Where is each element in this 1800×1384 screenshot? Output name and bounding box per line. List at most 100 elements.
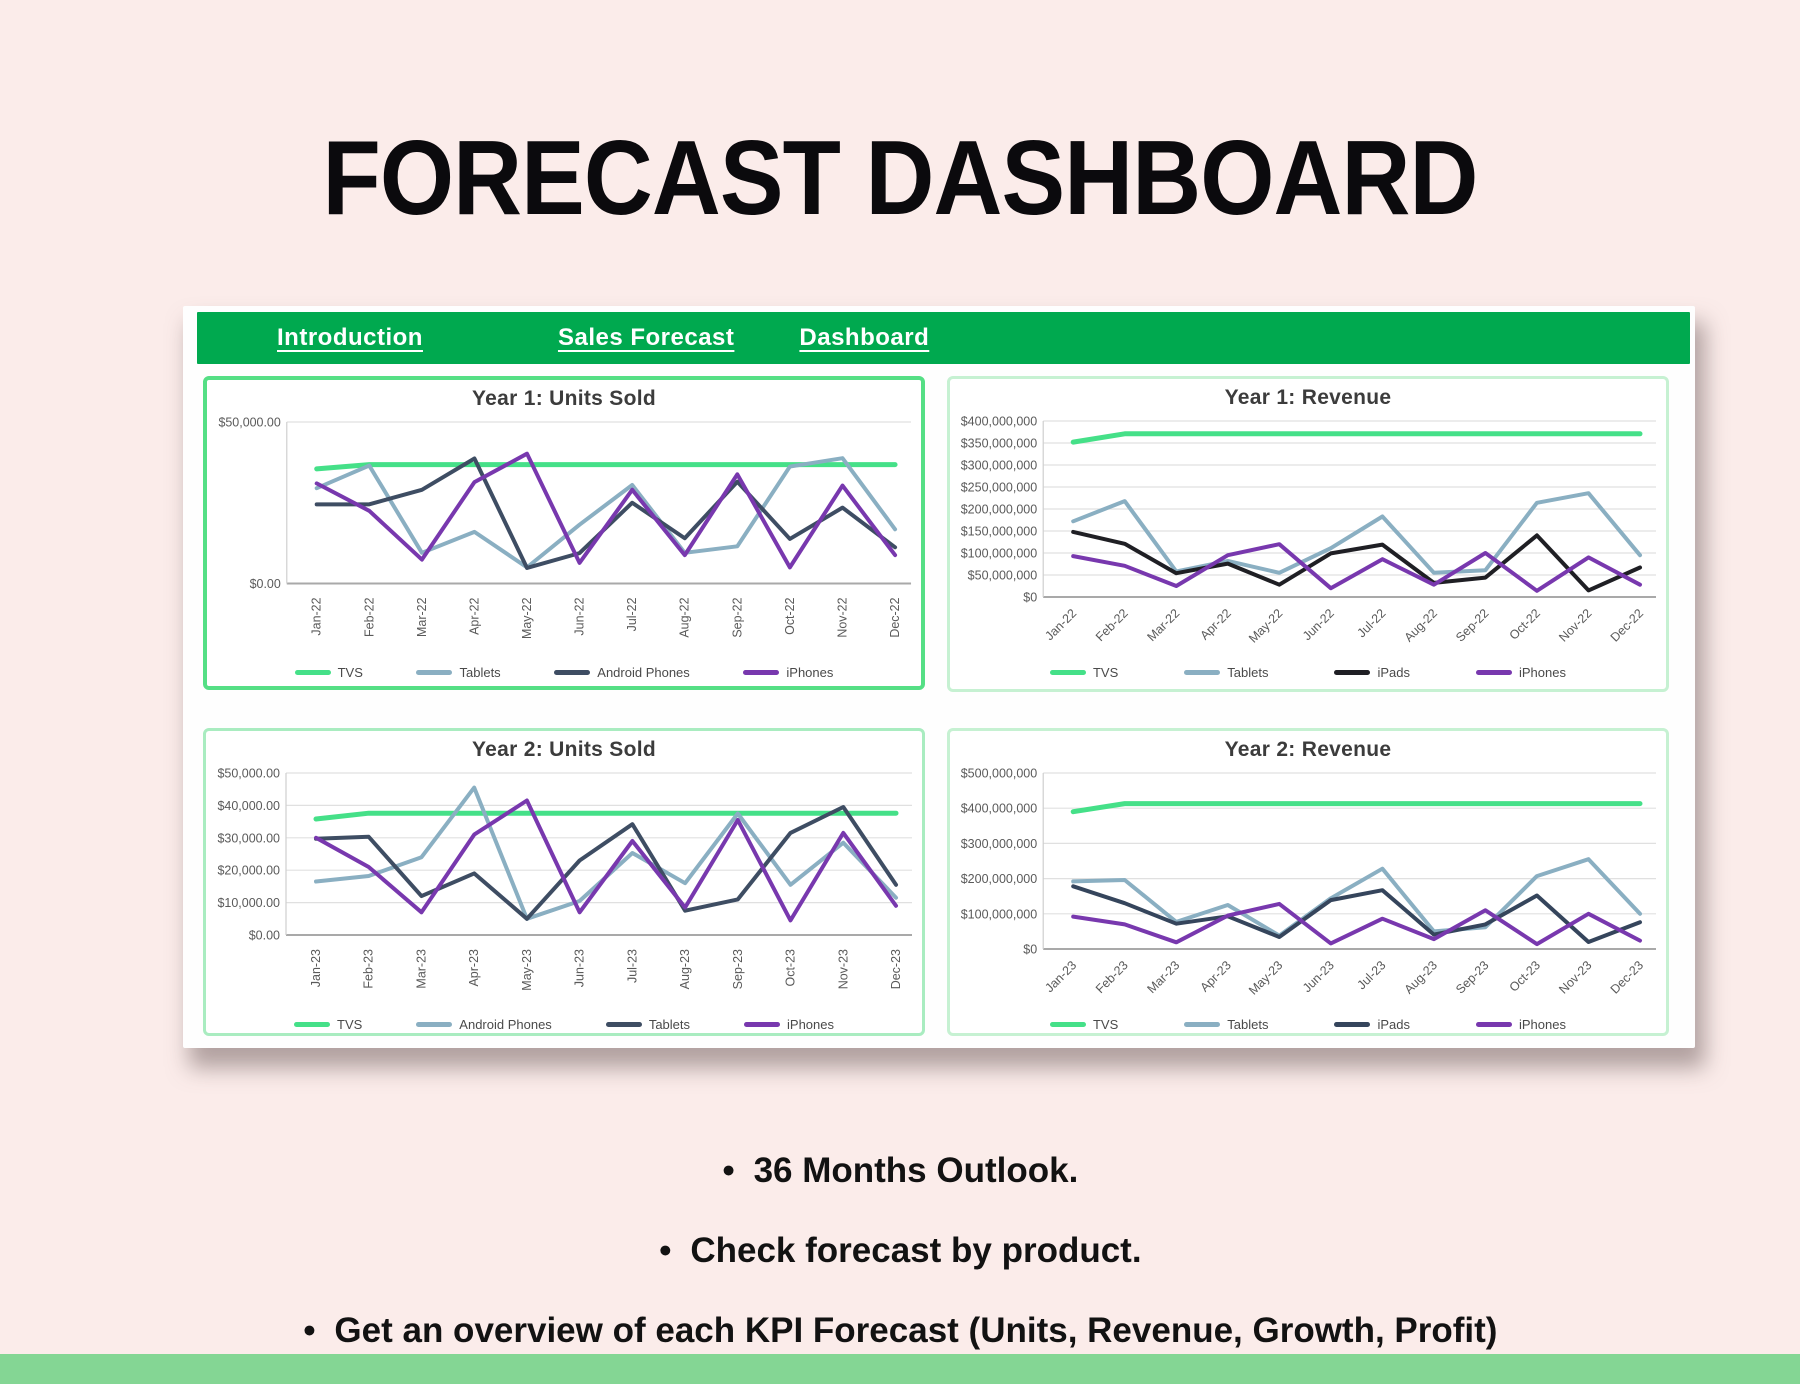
x-axis-labels: Jan-23 Feb-23 Mar-23 Apr-23 May-23 Jun-23 Jul-… — [309, 949, 903, 991]
legend-item-iphones: iPhones — [744, 1017, 834, 1032]
svg-text:Aug-23: Aug-23 — [678, 949, 692, 989]
legend-swatch — [1334, 669, 1371, 675]
svg-text:$400,000,000: $400,000,000 — [961, 802, 1038, 816]
svg-text:Aug-22: Aug-22 — [678, 597, 692, 637]
series-iphones — [314, 798, 898, 923]
svg-text:Feb-23: Feb-23 — [1093, 958, 1131, 996]
legend-item-tablets: Tablets — [605, 1017, 690, 1032]
legend-swatch — [1334, 1021, 1371, 1027]
legend-label: Tablets — [1227, 664, 1269, 680]
svg-text:May-23: May-23 — [520, 949, 534, 991]
svg-text:$400,000,000: $400,000,000 — [961, 415, 1038, 429]
svg-text:Oct-22: Oct-22 — [783, 597, 797, 634]
legend-swatch — [294, 1021, 330, 1027]
svg-text:$50,000.00: $50,000.00 — [218, 415, 280, 429]
legend-swatch — [1475, 669, 1512, 675]
svg-text:Jan-22: Jan-22 — [1042, 606, 1079, 643]
series-iphones — [1071, 901, 1642, 947]
svg-text:$0: $0 — [1023, 591, 1037, 605]
svg-text:Sep-22: Sep-22 — [730, 597, 744, 637]
svg-text:Jun-23: Jun-23 — [1300, 958, 1337, 995]
legend-item-tablets: Tablets — [1184, 665, 1268, 680]
line-plot: $50,000.00 $40,000.00 $30,000.00 $20,000.00… — [217, 767, 912, 991]
legend-label: iPads — [1377, 664, 1410, 680]
svg-text:Mar-23: Mar-23 — [414, 949, 428, 989]
svg-text:Mar-22: Mar-22 — [415, 597, 429, 637]
gridlines — [286, 421, 912, 585]
svg-text:$50,000.00: $50,000.00 — [217, 767, 280, 781]
x-axis-labels: Jan-23 Feb-23 Mar-23 Apr-23 May-23 Jun-23 Jul-… — [1042, 958, 1646, 997]
page-title: FORECAST DASHBOARD — [322, 119, 1478, 237]
line-plot: $500,000,000 $400,000,000 $300,000,000 $200… — [961, 767, 1656, 998]
legend-item-android-phones: Android Phones — [554, 665, 690, 680]
x-axis-labels: Jan-22 Feb-22 Mar-22 Apr-22 May-22 Jun-22 Jul-… — [310, 597, 902, 639]
legend-swatch — [743, 669, 780, 675]
svg-text:$0: $0 — [1023, 943, 1037, 957]
svg-text:Nov-22: Nov-22 — [835, 597, 849, 637]
legend-swatch — [1475, 1021, 1512, 1027]
legend-label: Android Phones — [459, 1016, 552, 1032]
svg-text:$350,000,000: $350,000,000 — [961, 437, 1038, 451]
legend-swatch — [294, 669, 331, 675]
svg-text:Oct-23: Oct-23 — [1507, 958, 1543, 994]
svg-text:May-22: May-22 — [520, 597, 534, 639]
series-ipads — [1071, 884, 1642, 944]
workbook-tab-bar: Introduction Sales Forecast Dashboard — [197, 312, 1690, 364]
y-axis-labels: $400,000,000 $350,000,000 $300,000,000 $250… — [961, 415, 1038, 605]
svg-text:Feb-23: Feb-23 — [362, 949, 376, 989]
svg-text:Nov-23: Nov-23 — [1556, 958, 1594, 996]
series-tablets — [314, 805, 898, 921]
tab-dashboard[interactable]: Dashboard — [799, 324, 930, 351]
svg-text:May-23: May-23 — [1246, 958, 1285, 997]
svg-text:Aug-23: Aug-23 — [1402, 958, 1440, 996]
svg-text:$50,000,000: $50,000,000 — [968, 569, 1038, 583]
svg-text:Apr-22: Apr-22 — [1197, 606, 1233, 642]
legend-item-tablets: Tablets — [1184, 1017, 1268, 1032]
svg-text:Mar-23: Mar-23 — [1144, 958, 1182, 996]
series-iphones — [1071, 542, 1642, 593]
svg-text:May-22: May-22 — [1246, 606, 1285, 645]
svg-text:$300,000,000: $300,000,000 — [961, 837, 1038, 851]
tab-introduction[interactable]: Introduction — [277, 324, 423, 351]
svg-text:$300,000,000: $300,000,000 — [961, 459, 1038, 473]
legend-item-tvs: TVS — [294, 1017, 362, 1032]
footer-accent-bar — [0, 1354, 1800, 1384]
svg-text:Apr-22: Apr-22 — [467, 597, 481, 634]
y-axis-labels: $50,000.00 $0.00 — [218, 415, 280, 591]
chart-year2-revenue: Year 2: Revenue $500,000,000 $400,000,000… — [947, 728, 1669, 1036]
legend-item-iphones: iPhones — [1475, 1017, 1566, 1032]
chart-legend: TVS Tablets Android Phones iPhones — [207, 659, 921, 685]
x-axis-labels: Jan-22 Feb-22 Mar-22 Apr-22 May-22 Jun-22 Jul-… — [1042, 606, 1646, 645]
svg-text:$150,000,000: $150,000,000 — [961, 525, 1038, 539]
bullet-item: Get an overview of each KPI Forecast (Un… — [0, 1290, 1800, 1370]
svg-text:Jan-23: Jan-23 — [1042, 958, 1079, 995]
legend-item-android-phones: Android Phones — [416, 1017, 552, 1032]
legend-item-ipads: iPads — [1334, 665, 1410, 680]
chart-year1-units-sold: Year 1: Units Sold $50,000.00 $0.00 Jan-22… — [203, 376, 925, 690]
svg-text:Jun-22: Jun-22 — [573, 597, 587, 635]
svg-text:Nov-23: Nov-23 — [836, 949, 850, 989]
legend-swatch — [605, 1021, 642, 1027]
svg-text:Feb-22: Feb-22 — [362, 597, 376, 637]
legend-item-tvs: TVS — [1049, 1016, 1119, 1032]
svg-text:$20,000.00: $20,000.00 — [217, 864, 280, 878]
svg-text:Apr-23: Apr-23 — [467, 949, 481, 987]
series-tvs — [1070, 801, 1643, 815]
bullet-item: 36 Months Outlook. — [0, 1130, 1800, 1210]
svg-text:$40,000.00: $40,000.00 — [217, 799, 280, 813]
y-axis-labels: $50,000.00 $40,000.00 $30,000.00 $20,000.00… — [217, 767, 280, 943]
legend-item-iphones: iPhones — [1475, 665, 1566, 680]
svg-text:Oct-22: Oct-22 — [1507, 606, 1543, 642]
series-tablets — [1071, 857, 1642, 938]
tab-sales-forecast[interactable]: Sales Forecast — [557, 324, 735, 351]
svg-text:$30,000.00: $30,000.00 — [217, 831, 280, 845]
chart-legend: TVS Tablets iPads iPhones — [950, 659, 1666, 685]
legend-label: iPhones — [787, 1016, 834, 1032]
legend-label: TVS — [1092, 1016, 1119, 1032]
svg-text:$0.00: $0.00 — [249, 929, 280, 943]
legend-label: iPads — [1377, 1016, 1410, 1032]
chart-title: Year 2: Units Sold — [472, 738, 656, 761]
svg-text:$200,000,000: $200,000,000 — [961, 503, 1038, 517]
legend-label: Tablets — [459, 664, 501, 680]
svg-text:Jun-23: Jun-23 — [573, 949, 587, 987]
